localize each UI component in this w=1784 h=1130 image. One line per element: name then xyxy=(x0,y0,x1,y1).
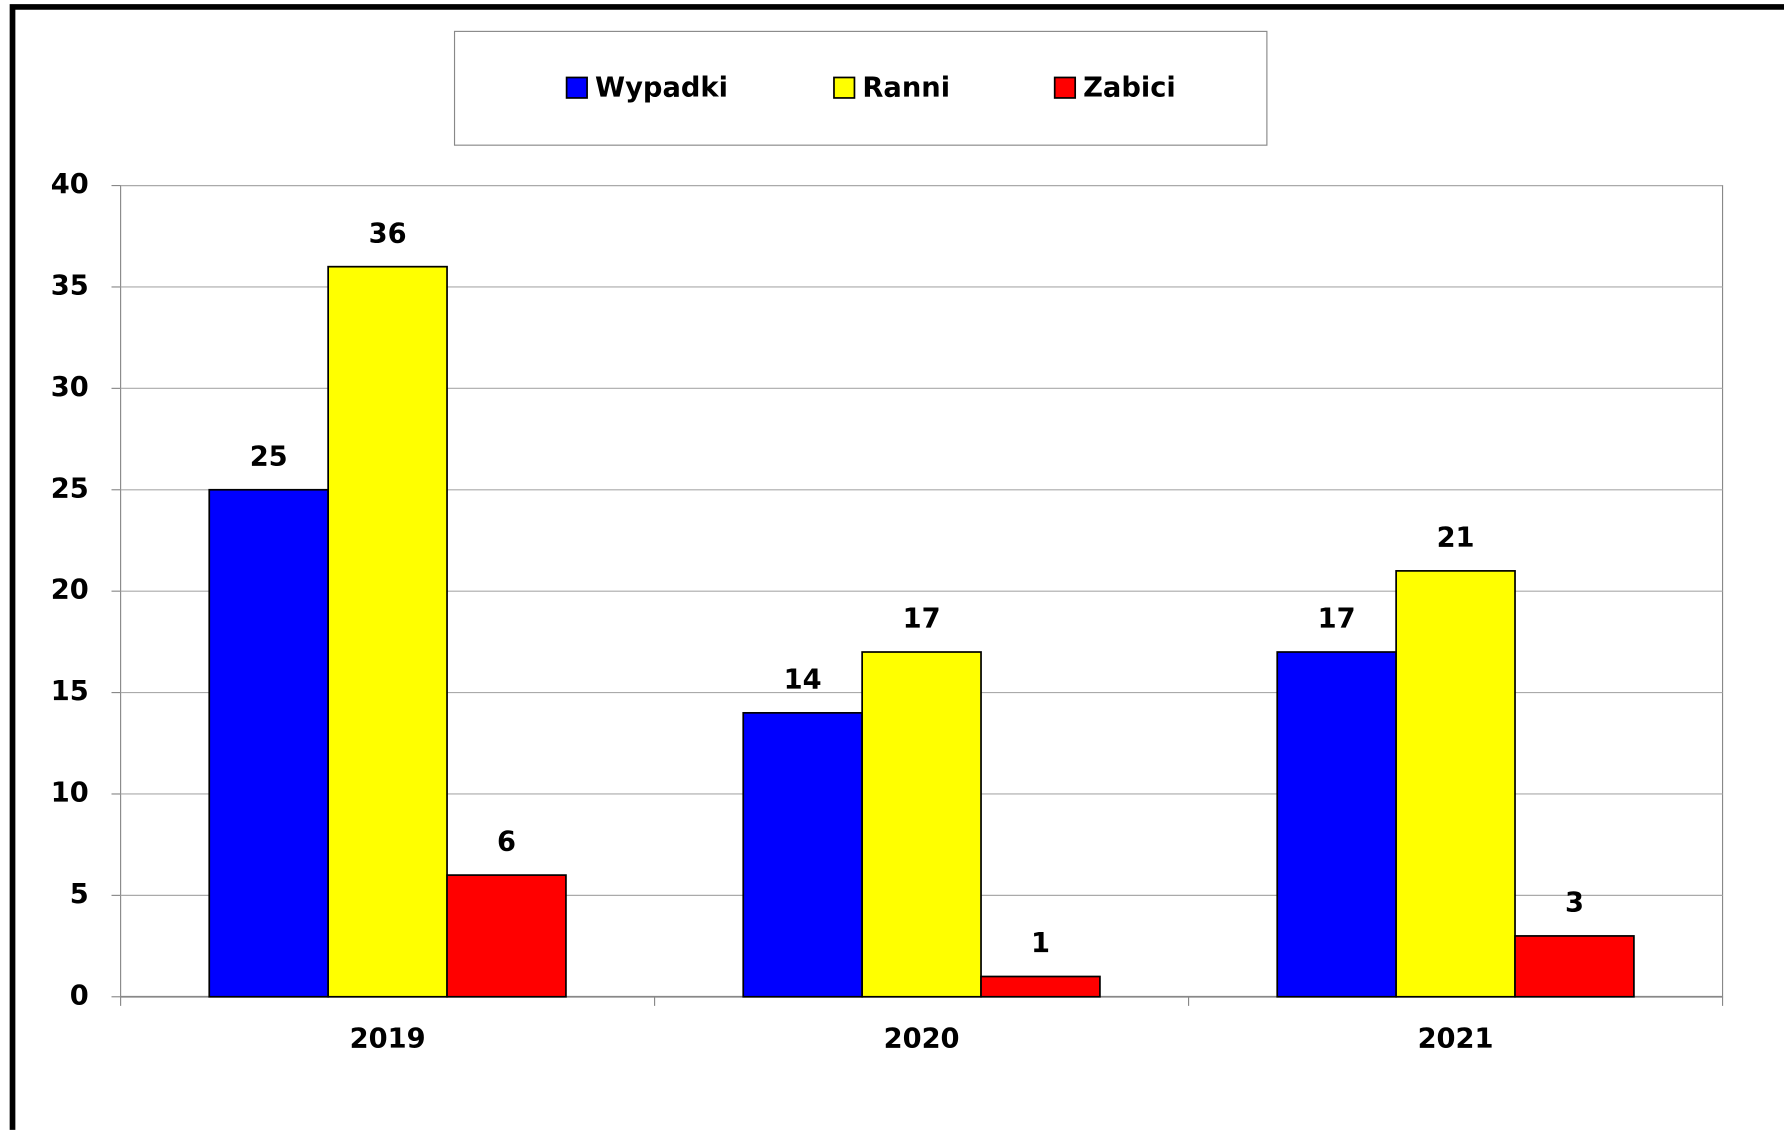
y-tick-label: 15 xyxy=(51,676,89,707)
legend-label: Wypadki xyxy=(595,72,728,103)
value-label: 36 xyxy=(369,218,407,249)
value-label: 3 xyxy=(1565,888,1584,919)
bar xyxy=(327,265,448,998)
legend-label: Zabici xyxy=(1083,72,1176,103)
value-label: 17 xyxy=(1318,604,1356,635)
bar xyxy=(980,975,1101,998)
y-tick-label: 0 xyxy=(70,980,89,1011)
legend-swatch xyxy=(833,76,856,99)
legend-label: Ranni xyxy=(862,72,950,103)
legend-box xyxy=(453,30,1268,146)
bar xyxy=(861,651,982,998)
y-tick-label: 5 xyxy=(70,879,89,910)
value-label: 6 xyxy=(497,827,516,858)
x-tick-label: 2021 xyxy=(1418,1024,1494,1055)
legend-swatch xyxy=(565,76,588,99)
x-tick-label: 2019 xyxy=(350,1024,426,1055)
frame xyxy=(9,4,1784,1130)
value-label: 14 xyxy=(784,664,822,695)
value-label: 17 xyxy=(903,604,941,635)
y-tick-label: 40 xyxy=(51,169,89,200)
value-label: 25 xyxy=(250,441,288,472)
y-tick-label: 10 xyxy=(51,777,89,808)
x-tick-label: 2020 xyxy=(884,1024,960,1055)
bar xyxy=(742,711,863,998)
legend-swatch xyxy=(1053,76,1077,99)
value-label: 21 xyxy=(1437,523,1475,554)
bar xyxy=(1514,935,1635,998)
bar xyxy=(1395,570,1516,998)
value-label: 1 xyxy=(1031,928,1050,959)
y-tick-label: 20 xyxy=(51,575,89,606)
bar xyxy=(208,488,330,998)
y-tick-label: 35 xyxy=(51,270,89,301)
y-tick-label: 30 xyxy=(51,372,89,403)
y-tick-label: 25 xyxy=(51,473,89,504)
bar xyxy=(1276,651,1397,998)
bar xyxy=(446,874,567,998)
